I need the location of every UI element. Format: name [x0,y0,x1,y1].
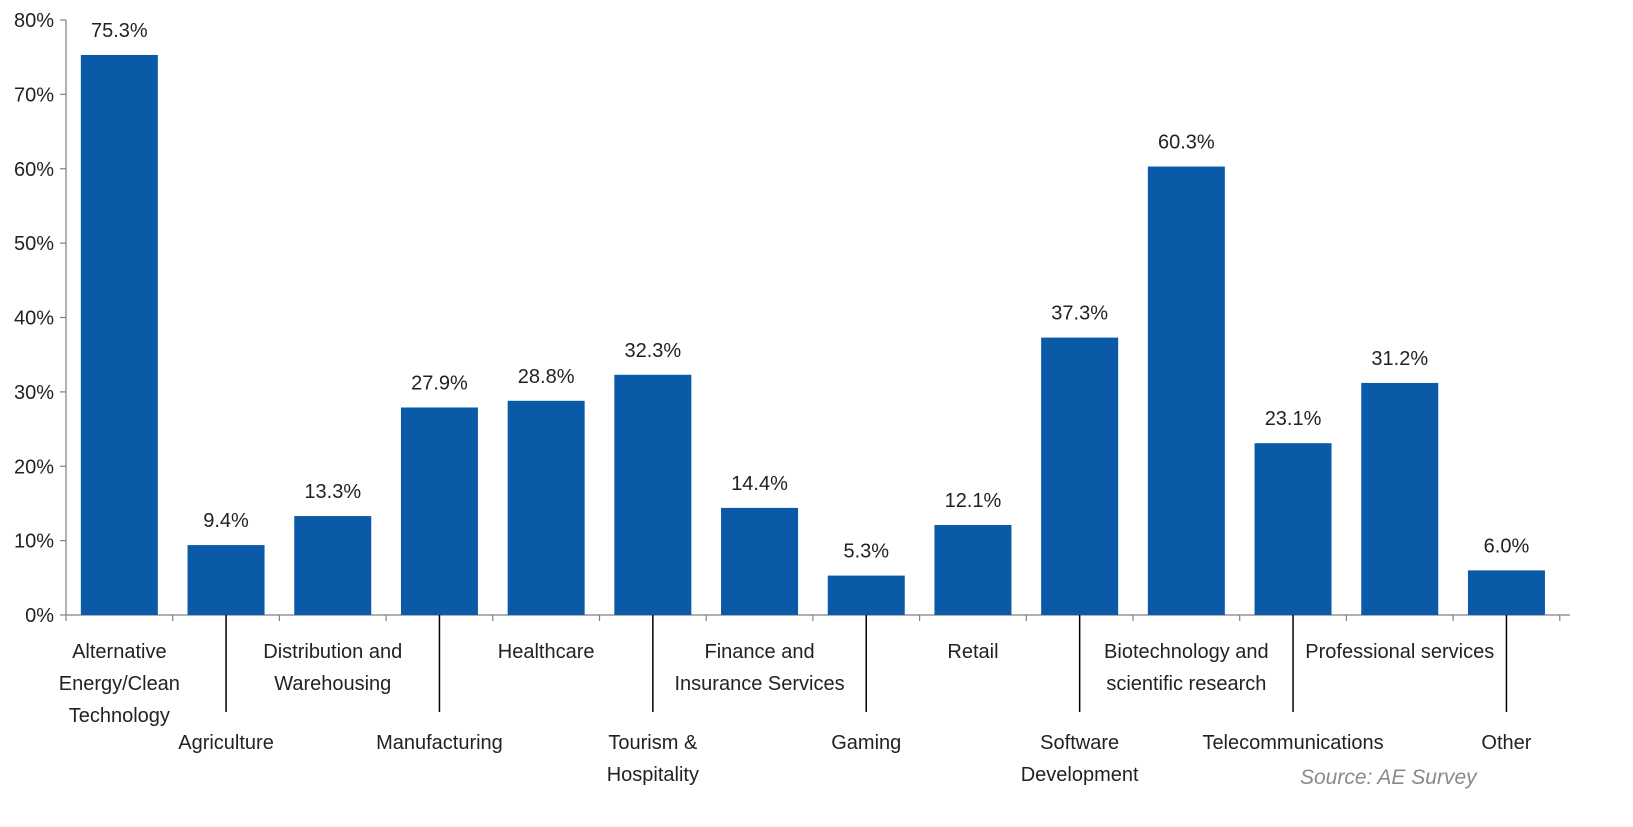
x-tick-label: Software [1040,732,1119,754]
x-tick-label: Manufacturing [376,732,503,754]
y-tick-label: 50% [14,233,54,255]
data-label: 23.1% [1265,408,1322,430]
x-tick-label: Alternative [72,641,167,663]
y-tick-label: 40% [14,308,54,330]
data-label: 5.3% [843,541,889,563]
x-tick-label: Retail [947,641,998,663]
y-tick-label: 60% [14,159,54,181]
source-note: Source: AE Survey [1300,766,1477,789]
bar [294,516,372,615]
y-tick-label: 0% [25,605,54,627]
data-label: 13.3% [304,481,361,503]
x-tick-label: Agriculture [178,732,274,754]
bar [721,507,799,615]
data-label: 27.9% [411,372,468,394]
y-tick-label: 10% [14,531,54,553]
x-tick-label: Biotechnology and [1104,641,1269,663]
bar [80,54,158,616]
x-tick-label: Development [1021,764,1139,786]
data-label: 75.3% [91,20,148,42]
data-label: 9.4% [203,510,249,532]
x-tick-label: Healthcare [498,641,595,663]
x-tick-label: scientific research [1106,673,1266,695]
x-tick-label: Finance and [705,641,815,663]
bar [1467,570,1545,615]
x-tick-label: Telecommunications [1202,732,1383,754]
x-tick-label: Distribution and [263,641,402,663]
data-label: 14.4% [731,473,788,495]
x-tick-label: Tourism & [608,732,698,754]
data-label: 12.1% [945,490,1002,512]
bar [1254,443,1332,615]
bar [934,525,1012,615]
labels-group: 0% 10% 20% 30% 40% 50% 60% 70% 80% 75.3% Alternati… [14,10,1532,786]
data-label: 6.0% [1484,535,1530,557]
bar [1361,382,1439,615]
x-tick-label: Energy/Clean [59,673,180,695]
y-tick-label: 20% [14,456,54,478]
data-label: 37.3% [1051,303,1108,325]
axes-group [60,19,1570,712]
bar [507,400,585,615]
data-label: 60.3% [1158,132,1215,154]
x-tick-label: Other [1481,732,1531,754]
x-tick-label: Hospitality [607,764,699,786]
y-tick-label: 80% [14,10,54,32]
bar [614,374,692,615]
bars-group [80,54,1545,616]
y-tick-label: 70% [14,84,54,106]
x-tick-label: Gaming [831,732,901,754]
bar [187,545,265,615]
data-label: 28.8% [518,366,575,388]
x-tick-label: Professional services [1305,641,1494,663]
x-tick-label: Insurance Services [675,673,845,695]
data-label: 31.2% [1371,348,1428,370]
bar [827,575,905,615]
bar [1147,166,1225,616]
bar [400,407,478,615]
x-tick-label: Warehousing [274,673,391,695]
x-tick-label: Technology [69,705,170,727]
bar [1041,337,1119,615]
y-tick-label: 30% [14,382,54,404]
data-label: 32.3% [624,340,681,362]
